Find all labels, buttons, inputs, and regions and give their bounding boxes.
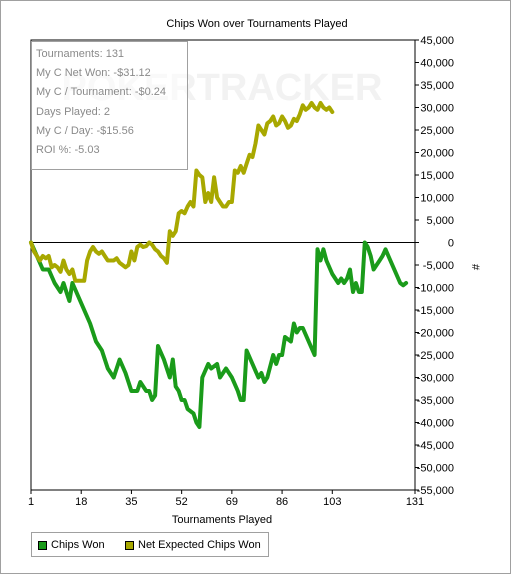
x-tick-label: 52 (176, 496, 188, 508)
stat-per-day: My C / Day: -$15.56 (36, 124, 134, 137)
y-tick-label: 15,000 (420, 170, 454, 182)
legend-item-chips-won: Chips Won (38, 539, 105, 551)
y-tick-label: -35,000 (417, 395, 454, 407)
series-line-chips-won (29, 240, 409, 429)
y-tick-label: 10,000 (420, 193, 454, 205)
y-tick-label: 35,000 (420, 80, 454, 92)
x-tick-label: 1 (28, 496, 34, 508)
y-tick-label: 40,000 (420, 58, 454, 70)
stat-tournaments: Tournaments: 131 (36, 48, 125, 60)
stat-days-played: Days Played: 2 (36, 105, 110, 118)
chart-title: Chips Won over Tournaments Played (166, 18, 347, 30)
series-layer (29, 101, 409, 429)
y-tick-label: 5,000 (426, 215, 454, 227)
y-tick-label: -10,000 (417, 283, 454, 295)
y-tick-label: -55,000 (417, 485, 454, 497)
legend-label-net-expected: Net Expected Chips Won (138, 539, 261, 551)
legend: Chips Won Net Expected Chips Won (31, 532, 269, 557)
axes: 45,00040,00035,00030,00025,00020,00015,0… (28, 35, 454, 508)
x-tick-label: 18 (75, 496, 87, 508)
stat-per-tournament: My C / Tournament: -$0.24 (36, 86, 167, 99)
x-tick-label: 131 (406, 496, 424, 508)
legend-label-chips-won: Chips Won (51, 539, 105, 551)
y-tick-label: -50,000 (417, 463, 454, 475)
y-axis-label: # (469, 264, 481, 271)
stat-roi: ROI %: -5.03 (36, 144, 100, 157)
x-tick-label: 103 (323, 496, 341, 508)
y-tick-label: -20,000 (417, 328, 454, 340)
x-tick-label: 86 (276, 496, 288, 508)
x-tick-label: 69 (226, 496, 238, 508)
stat-net-won: My C Net Won: -$31.12 (36, 67, 151, 80)
y-tick-label: -25,000 (417, 350, 454, 362)
y-tick-label: -40,000 (417, 418, 454, 430)
y-tick-label: 20,000 (420, 148, 454, 160)
y-tick-label: -5,000 (423, 260, 454, 272)
y-tick-label: -15,000 (417, 305, 454, 317)
stats-box: Tournaments: 131 My C Net Won: -$31.12 M… (31, 41, 188, 170)
y-tick-label: 0 (448, 238, 454, 250)
y-tick-label: -30,000 (417, 373, 454, 385)
legend-swatch-net-expected (125, 540, 134, 550)
y-tick-label: -45,000 (417, 440, 454, 452)
y-tick-label: 30,000 (420, 103, 454, 115)
x-tick-label: 35 (125, 496, 137, 508)
series-line-net-expected (29, 101, 335, 283)
y-tick-label: 45,000 (420, 35, 454, 47)
x-axis-label: Tournaments Played (172, 514, 272, 526)
y-tick-label: 25,000 (420, 125, 454, 137)
legend-item-net-expected: Net Expected Chips Won (125, 539, 261, 551)
legend-swatch-chips-won (38, 540, 47, 550)
